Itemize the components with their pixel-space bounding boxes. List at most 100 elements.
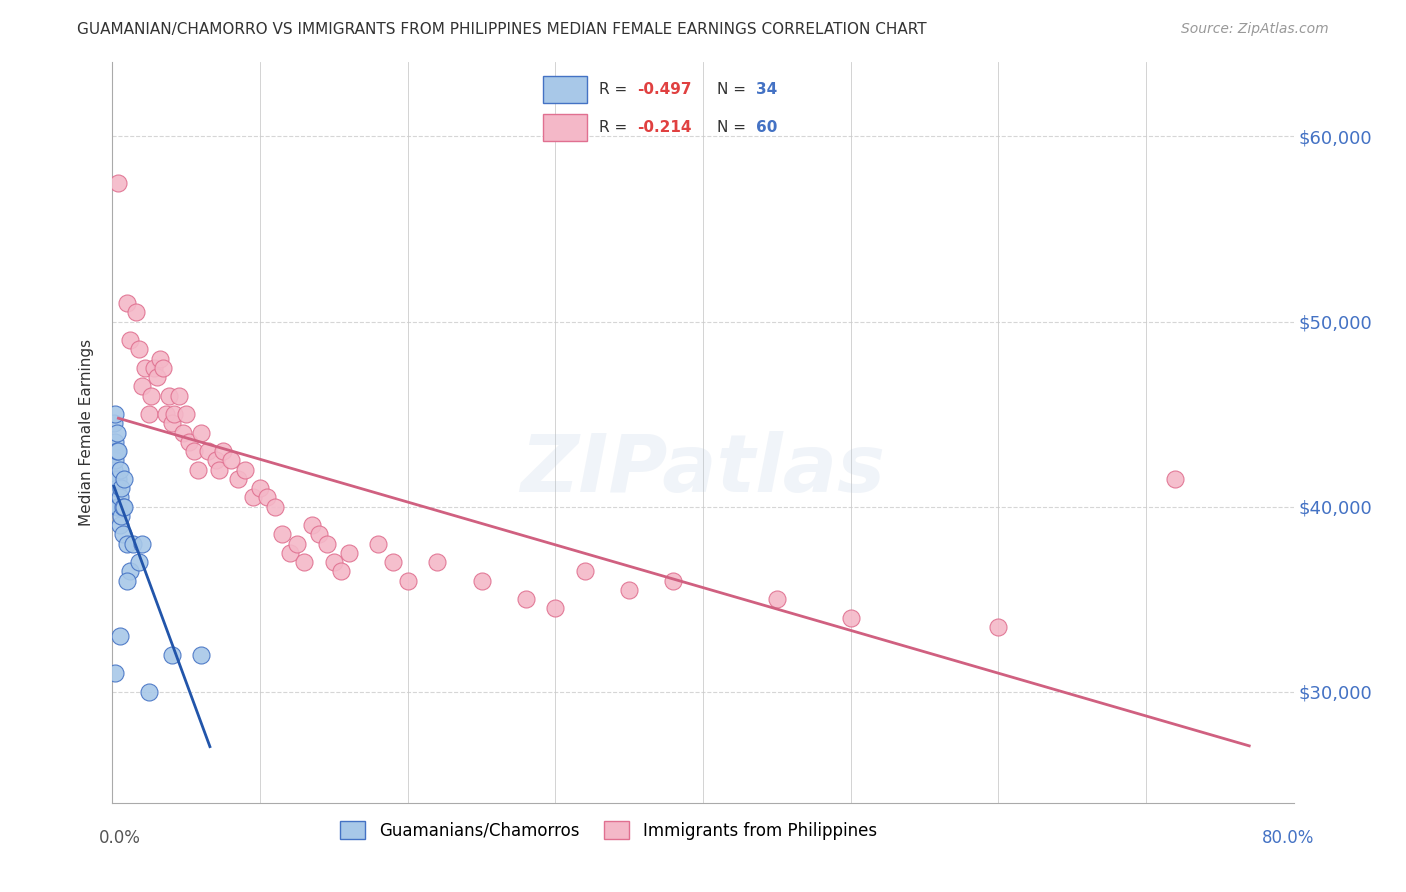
Point <box>160 417 183 431</box>
Point <box>149 351 172 366</box>
Point <box>107 176 129 190</box>
Point <box>104 453 127 467</box>
Point <box>108 491 131 505</box>
Point <box>179 434 201 449</box>
Point <box>426 555 449 569</box>
Point <box>128 555 150 569</box>
Point <box>117 536 138 550</box>
Text: R =: R = <box>599 120 633 135</box>
Point <box>108 462 131 476</box>
Point <box>112 500 135 514</box>
Point <box>105 481 128 495</box>
Point <box>208 462 231 476</box>
Point <box>146 370 169 384</box>
Text: -0.214: -0.214 <box>638 120 692 135</box>
Point <box>382 555 405 569</box>
Point <box>183 444 205 458</box>
Text: N =: N = <box>717 120 751 135</box>
Point <box>226 472 249 486</box>
Point <box>104 407 127 421</box>
Point <box>105 444 128 458</box>
Point <box>117 296 138 310</box>
Text: 0.0%: 0.0% <box>98 829 141 847</box>
Point <box>103 444 125 458</box>
Point <box>264 500 287 514</box>
Point <box>308 527 330 541</box>
Point <box>103 417 125 431</box>
Point <box>190 425 212 440</box>
Point <box>111 527 134 541</box>
Point <box>285 536 308 550</box>
Point <box>155 407 177 421</box>
Point <box>323 555 346 569</box>
Point <box>157 388 180 402</box>
Point <box>574 565 596 579</box>
Point <box>301 518 323 533</box>
Point <box>662 574 685 588</box>
Point <box>219 453 242 467</box>
Point <box>104 666 127 681</box>
Point <box>152 360 174 375</box>
Point <box>112 472 135 486</box>
Point <box>163 407 186 421</box>
Point <box>1164 472 1187 486</box>
Point <box>125 305 148 319</box>
Point <box>190 648 212 662</box>
Point <box>111 500 134 514</box>
Point <box>122 536 145 550</box>
Point <box>138 407 160 421</box>
Point <box>120 333 142 347</box>
Point <box>315 536 337 550</box>
Text: R =: R = <box>599 82 633 96</box>
Text: 60: 60 <box>756 120 778 135</box>
Text: ZIPatlas: ZIPatlas <box>520 431 886 508</box>
Point <box>242 491 264 505</box>
Legend: Guamanians/Chamorros, Immigrants from Philippines: Guamanians/Chamorros, Immigrants from Ph… <box>333 814 883 847</box>
Point <box>256 491 278 505</box>
Point <box>103 462 125 476</box>
Point <box>367 536 389 550</box>
Point <box>131 536 153 550</box>
Text: 34: 34 <box>756 82 778 96</box>
Point <box>330 565 353 579</box>
Point <box>233 462 256 476</box>
FancyBboxPatch shape <box>543 114 588 141</box>
Point <box>110 481 132 495</box>
Point <box>187 462 209 476</box>
Point <box>271 527 294 541</box>
Point <box>138 685 160 699</box>
Point <box>139 388 162 402</box>
Point <box>105 425 128 440</box>
Point <box>134 360 156 375</box>
Point <box>167 388 190 402</box>
Text: N =: N = <box>717 82 751 96</box>
Point <box>249 481 271 495</box>
Point <box>120 565 142 579</box>
Point <box>172 425 194 440</box>
Point <box>142 360 165 375</box>
Point <box>205 453 228 467</box>
Point <box>108 629 131 643</box>
Y-axis label: Median Female Earnings: Median Female Earnings <box>79 339 94 526</box>
Point <box>544 601 567 615</box>
Point <box>278 546 301 560</box>
Point <box>337 546 360 560</box>
Point <box>104 434 127 449</box>
Text: GUAMANIAN/CHAMORRO VS IMMIGRANTS FROM PHILIPPINES MEDIAN FEMALE EARNINGS CORRELA: GUAMANIAN/CHAMORRO VS IMMIGRANTS FROM PH… <box>77 22 927 37</box>
Point <box>107 472 129 486</box>
Point <box>839 610 862 624</box>
Point <box>197 444 219 458</box>
Point <box>107 444 129 458</box>
Point <box>396 574 419 588</box>
Point <box>110 508 132 523</box>
Point <box>107 500 129 514</box>
Point <box>104 472 127 486</box>
Point <box>117 574 138 588</box>
Point <box>131 379 153 393</box>
Point <box>212 444 235 458</box>
Point <box>108 518 131 533</box>
FancyBboxPatch shape <box>543 76 588 103</box>
Point <box>619 582 641 597</box>
Point <box>515 592 537 607</box>
Text: Source: ZipAtlas.com: Source: ZipAtlas.com <box>1181 22 1329 37</box>
